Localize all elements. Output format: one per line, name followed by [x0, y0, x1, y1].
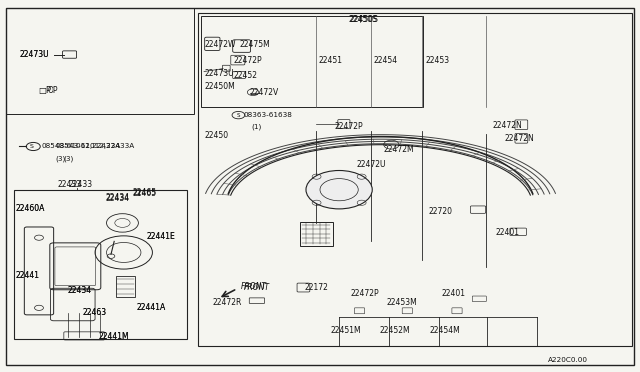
Bar: [198, 13, 632, 346]
Text: 22441M: 22441M: [99, 332, 129, 341]
Bar: [116, 276, 135, 297]
Bar: [202, 16, 423, 107]
Text: 22472N: 22472N: [505, 134, 534, 143]
Text: 22453M: 22453M: [387, 298, 417, 307]
Text: 22472M: 22472M: [384, 145, 414, 154]
Text: 22472R: 22472R: [213, 298, 243, 307]
Bar: [6, 8, 195, 114]
Text: 22441E: 22441E: [147, 232, 175, 241]
Text: 22473U: 22473U: [19, 51, 49, 60]
Text: S: S: [30, 144, 34, 149]
Text: 22472P: 22472P: [334, 122, 363, 131]
Bar: [14, 190, 188, 339]
Text: 22463: 22463: [83, 308, 107, 317]
Text: A220C0.00: A220C0.00: [548, 357, 588, 363]
Text: (3): (3): [55, 156, 65, 162]
Text: 22434: 22434: [105, 193, 129, 202]
Text: 22472P: 22472P: [351, 289, 380, 298]
Text: 22475M: 22475M: [240, 41, 271, 49]
Text: 22454: 22454: [374, 56, 397, 65]
Text: FRONT: FRONT: [241, 282, 266, 291]
Text: 22473U: 22473U: [19, 51, 49, 60]
Text: 22441M: 22441M: [99, 332, 129, 341]
Text: 22401: 22401: [495, 228, 519, 237]
Text: 22473U: 22473U: [204, 69, 234, 78]
Text: 22452M: 22452M: [380, 326, 410, 335]
Text: 22451: 22451: [319, 56, 343, 65]
Text: 22433: 22433: [68, 180, 92, 189]
Text: 08363-61638: 08363-61638: [244, 112, 292, 118]
Text: 22454M: 22454M: [429, 326, 460, 335]
Text: 22465: 22465: [132, 189, 157, 198]
Text: 22434: 22434: [67, 286, 91, 295]
Text: 22441: 22441: [15, 271, 40, 280]
Text: 22441E: 22441E: [147, 232, 175, 241]
Text: (1): (1): [252, 124, 262, 130]
Circle shape: [306, 170, 372, 209]
Text: S: S: [237, 113, 240, 118]
Text: 22450: 22450: [204, 131, 228, 140]
Text: 22450S: 22450S: [349, 15, 378, 24]
Text: (3): (3): [64, 156, 74, 162]
Text: 22401: 22401: [441, 289, 465, 298]
Text: 22460A: 22460A: [15, 204, 45, 214]
Text: 22450S: 22450S: [349, 15, 378, 24]
Text: FRONT: FRONT: [244, 283, 269, 292]
Text: 22450M: 22450M: [204, 82, 235, 91]
Text: 22463: 22463: [83, 308, 107, 317]
Text: 22453: 22453: [426, 56, 450, 65]
Text: 22452: 22452: [234, 71, 258, 80]
Text: OP: OP: [47, 86, 58, 94]
Text: 22434: 22434: [105, 194, 129, 203]
Text: 22465: 22465: [132, 188, 157, 197]
Text: 22451M: 22451M: [330, 326, 361, 335]
Text: 22441: 22441: [15, 271, 40, 280]
Text: 22720: 22720: [428, 207, 452, 217]
Text: 22472P: 22472P: [234, 56, 262, 65]
Text: 22472U: 22472U: [357, 160, 387, 169]
Bar: [300, 222, 333, 246]
Text: 22441A: 22441A: [136, 302, 166, 312]
Text: 08543-61012,22433A: 08543-61012,22433A: [56, 144, 135, 150]
Text: 08543-61012,22433A: 08543-61012,22433A: [42, 144, 121, 150]
Text: 22472V: 22472V: [250, 89, 279, 97]
Text: 22472N: 22472N: [492, 121, 522, 129]
Text: 22172: 22172: [305, 283, 328, 292]
Text: □P: □P: [38, 86, 51, 94]
Text: 22433: 22433: [58, 180, 81, 189]
Text: 22472W: 22472W: [204, 41, 236, 49]
Text: 22460A: 22460A: [15, 204, 45, 214]
Text: 22434: 22434: [67, 286, 91, 295]
Text: 22441A: 22441A: [136, 302, 166, 312]
